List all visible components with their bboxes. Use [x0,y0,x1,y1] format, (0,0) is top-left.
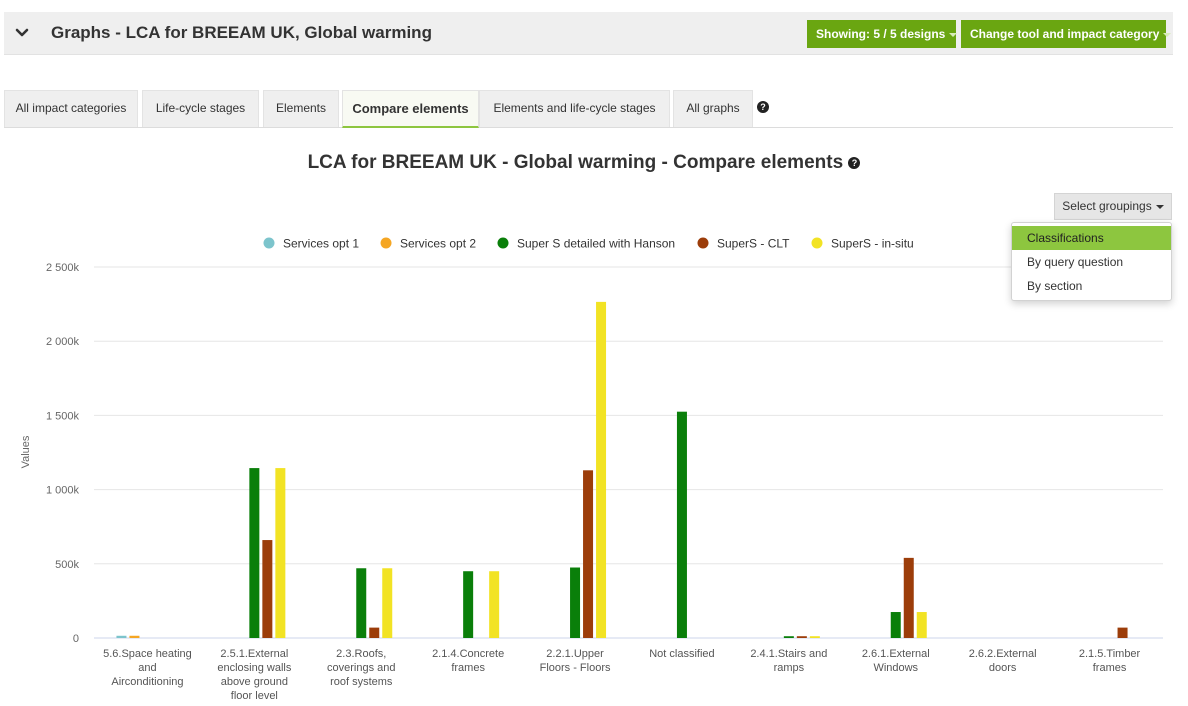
groupings-menu: Classifications By query question By sec… [1011,222,1172,301]
x-tick-label: 5.6.Space heating [103,648,192,660]
select-groupings-label: Select groupings [1062,199,1152,213]
x-tick-label: enclosing walls [217,662,291,674]
legend-label: SuperS - in-situ [831,237,914,251]
x-tick-label: 2.4.1.Stairs and [750,648,827,660]
bar [116,635,127,638]
tab-all-graphs[interactable]: All graphs [673,90,753,127]
x-tick-label: above ground [221,676,288,688]
y-tick-label: 500k [55,559,79,571]
legend-marker [697,237,709,249]
grouping-option-by-query-question[interactable]: By query question [1027,255,1124,269]
tab-all-impact-categories[interactable]: All impact categories [4,90,138,127]
showing-designs-label: Showing: 5 / 5 designs [816,27,946,41]
bar [489,571,500,638]
y-tick-label: 2 000k [46,336,80,348]
bar [275,468,286,638]
x-tick-label: Floors - Floors [540,662,611,674]
caret-down-icon [1155,204,1164,209]
x-tick-label: floor level [231,690,278,702]
graphs-header: Graphs - LCA for BREEAM UK, Global warmi… [4,12,1173,55]
x-tick-label: 2.6.1.External [862,648,930,660]
bar [596,301,607,638]
x-tick-label: 2.2.1.Upper [546,648,604,660]
select-groupings-button[interactable]: Select groupings [1054,193,1172,220]
help-icon[interactable]: ? [848,157,861,169]
legend-label: Services opt 2 [400,237,476,251]
help-icon[interactable]: ? [757,101,769,113]
y-tick-label: 1 000k [46,485,80,497]
grouping-option-classifications[interactable]: Classifications [1012,226,1171,250]
chevron-down-icon[interactable] [14,25,30,41]
x-tick-label: Airconditioning [111,676,183,688]
legend-label: Services opt 1 [283,237,359,251]
x-tick-label: Not classified [649,648,714,660]
chart-title-text: LCA for BREEAM UK - Global warming - Com… [307,152,844,173]
y-tick-label: 2 500k [46,262,80,274]
bar [903,557,914,638]
bar [583,470,594,638]
bar [1117,627,1128,638]
bar [570,567,581,638]
x-tick-label: doors [989,662,1017,674]
bar [796,636,807,638]
bar [356,568,367,638]
tab-compare-elements[interactable]: Compare elements [342,90,479,128]
x-tick-label: and [138,662,156,674]
legend-label: Super S detailed with Hanson [517,237,675,251]
x-tick-label: 2.5.1.External [220,648,288,660]
x-tick-label: roof systems [330,676,393,688]
bar [249,468,260,638]
caret-down-icon [1163,32,1172,37]
legend-label: SuperS - CLT [717,237,790,251]
x-tick-label: frames [1093,662,1127,674]
bar [382,568,393,638]
chart-title: LCA for BREEAM UK - Global warming - Com… [0,152,1168,174]
bar [369,627,380,638]
x-tick-label: 2.1.5.Timber [1079,648,1141,660]
x-tick-label: 2.3.Roofs, [336,648,386,660]
caret-down-icon [949,32,958,37]
grouping-option-by-section[interactable]: By section [1027,279,1083,293]
y-tick-label: 0 [73,633,79,645]
tab-elements[interactable]: Elements [263,90,339,127]
x-tick-label: Windows [873,662,918,674]
change-tool-button[interactable]: Change tool and impact category [961,20,1172,48]
legend-marker [497,237,509,249]
y-tick-label: 1 500k [46,410,80,422]
y-axis-title: Values [20,435,32,468]
tab-elements-and-life-cycle-stages[interactable]: Elements and life-cycle stages [479,90,670,127]
x-tick-label: ramps [774,662,805,674]
legend-marker [811,237,823,249]
showing-designs-button[interactable]: Showing: 5 / 5 designs [807,20,958,48]
bar [676,411,687,638]
legend-marker [380,237,392,249]
page-title: Graphs - LCA for BREEAM UK, Global warmi… [51,23,432,42]
bar [809,636,820,638]
bar [916,612,927,638]
x-tick-label: 2.6.2.External [969,648,1037,660]
bar [129,635,140,638]
bar [463,571,474,638]
bar [262,540,273,638]
bar [890,612,901,638]
graph-tabs: All impact categories Life-cycle stages … [4,90,1173,128]
x-tick-label: frames [451,662,485,674]
tab-life-cycle-stages[interactable]: Life-cycle stages [142,90,259,127]
x-tick-label: coverings and [327,662,396,674]
x-tick-label: 2.1.4.Concrete [432,648,504,660]
legend-marker [263,237,275,249]
change-tool-label: Change tool and impact category [970,27,1160,41]
bar [783,636,794,638]
